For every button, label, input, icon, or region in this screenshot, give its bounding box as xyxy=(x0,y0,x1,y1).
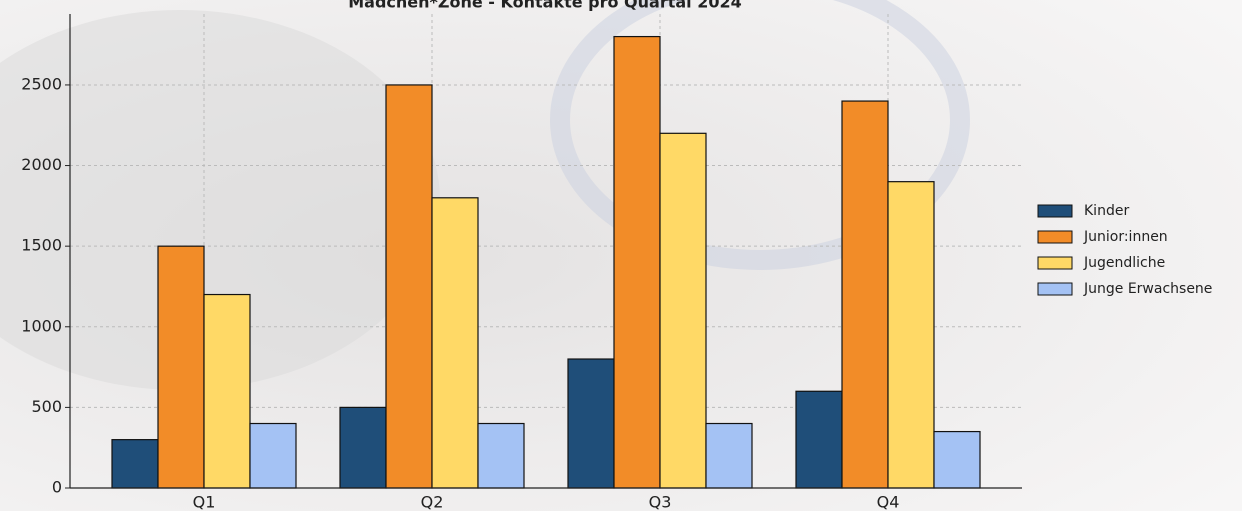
x-tick-label: Q3 xyxy=(649,493,672,511)
legend-swatch xyxy=(1037,204,1073,218)
bar xyxy=(795,390,843,489)
chart-title: Mädchen*Zone - Kontakte pro Quartal 2024 xyxy=(348,0,742,12)
legend-label: Junior:innen xyxy=(1083,229,1168,245)
legend: Kinder Junior:innen Jugendliche Junge Erwac… xyxy=(1037,203,1212,297)
bar xyxy=(477,422,525,489)
legend-label: Junge Erwachsene xyxy=(1083,281,1212,297)
bar xyxy=(659,132,707,489)
background-shape xyxy=(550,0,970,270)
y-tick-label: 0 xyxy=(52,478,62,497)
legend-swatch xyxy=(1037,256,1073,270)
legend-swatch xyxy=(1037,230,1073,244)
legend-label: Jugendliche xyxy=(1083,255,1165,271)
background-shape xyxy=(0,10,440,390)
bar xyxy=(111,439,159,489)
bar xyxy=(249,422,297,489)
bar xyxy=(933,430,981,489)
bar xyxy=(431,197,479,489)
legend-swatch xyxy=(1037,282,1073,296)
bar xyxy=(203,293,251,489)
bar xyxy=(887,181,935,489)
bar xyxy=(339,406,387,489)
bar xyxy=(841,100,889,489)
y-tick-label: 500 xyxy=(31,397,62,416)
bar xyxy=(613,35,661,489)
y-tick-label: 2500 xyxy=(21,74,62,93)
x-tick-label: Q4 xyxy=(877,493,900,511)
bar xyxy=(705,422,753,489)
plot-area xyxy=(70,14,1022,489)
bar xyxy=(157,245,205,489)
y-tick-label: 1000 xyxy=(21,316,62,335)
x-tick-label: Q1 xyxy=(193,493,216,511)
y-tick-label: 1500 xyxy=(21,236,62,255)
y-tick-label: 2000 xyxy=(21,155,62,174)
x-tick-label: Q2 xyxy=(421,493,444,511)
legend-label: Kinder xyxy=(1084,203,1129,219)
bar xyxy=(385,84,433,489)
bar xyxy=(567,358,615,489)
